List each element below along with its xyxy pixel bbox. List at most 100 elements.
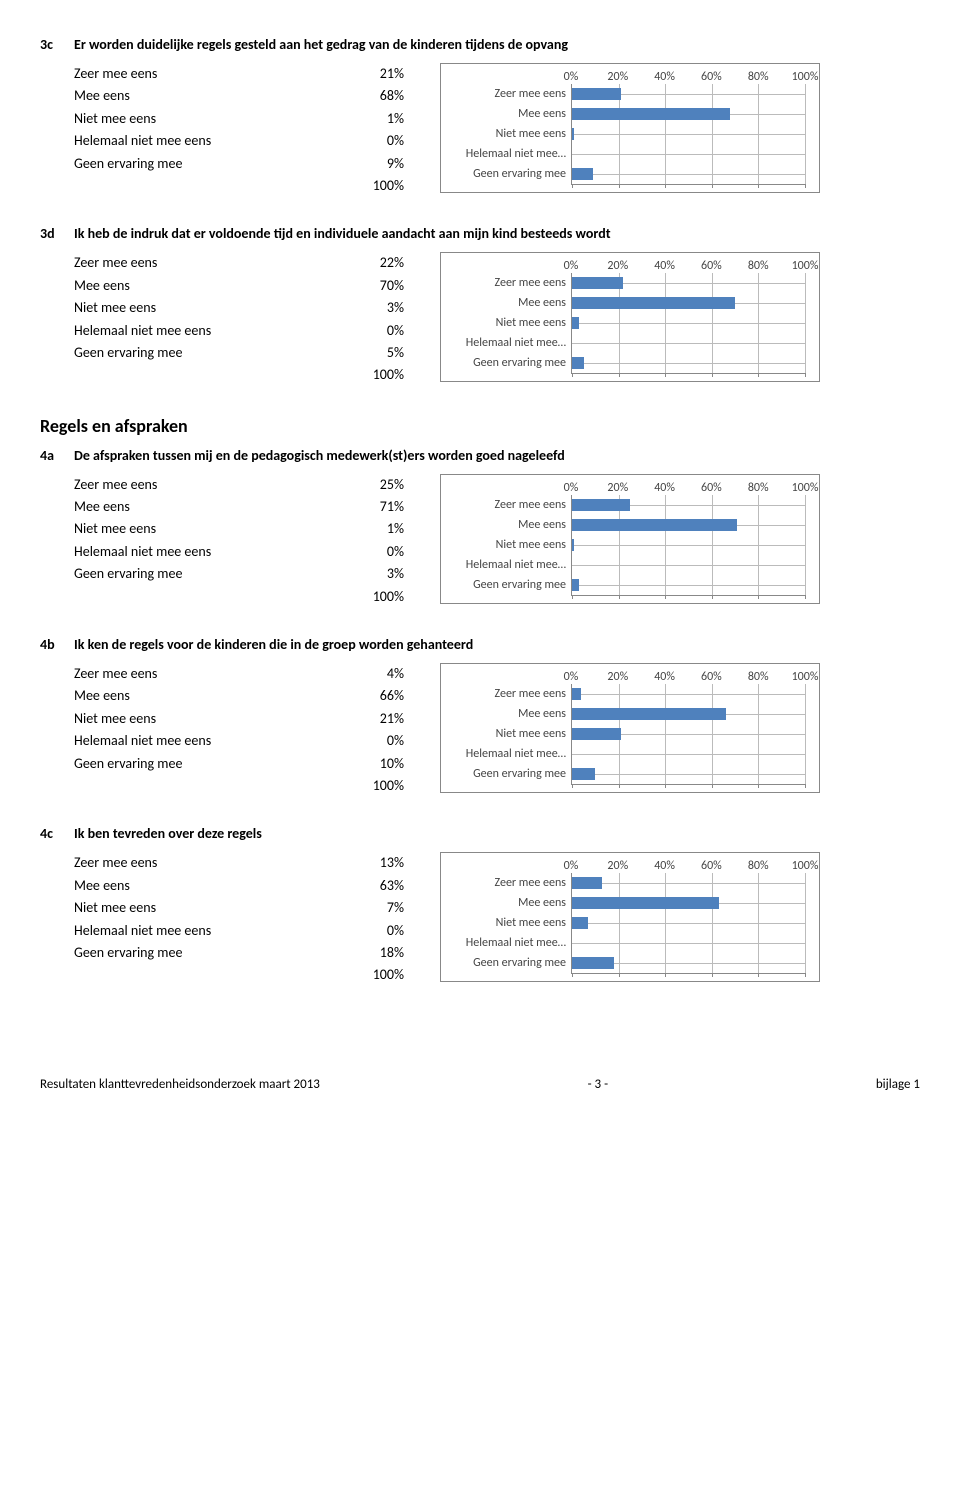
question-block: Zeer mee eens25%Mee eens71%Niet mee eens…	[74, 474, 920, 608]
row-label: Zeer mee eens	[74, 252, 157, 274]
bar-row: Helemaal niet mee…	[572, 333, 805, 353]
bar	[572, 357, 584, 369]
table-row: Zeer mee eens13%	[74, 852, 404, 874]
bar-chart: 0%20%40%60%80%100%Zeer mee eensMee eensN…	[440, 252, 820, 382]
row-value: 0%	[387, 541, 404, 563]
x-tick-label: 20%	[607, 259, 628, 273]
bar-chart: 0%20%40%60%80%100%Zeer mee eensMee eensN…	[440, 63, 820, 193]
table-row: Helemaal niet mee eens0%	[74, 920, 404, 942]
bar-category-label: Zeer mee eens	[442, 88, 566, 100]
x-tick-label: 40%	[654, 670, 675, 684]
bar	[572, 277, 623, 289]
x-tick-label: 100%	[792, 481, 819, 495]
bar-row: Geen ervaring mee	[572, 764, 805, 784]
total-value: 100%	[373, 586, 404, 608]
x-tick-label: 60%	[701, 670, 722, 684]
plot-area: Zeer mee eensMee eensNiet mee eensHelema…	[571, 873, 805, 974]
bar-row: Geen ervaring mee	[572, 953, 805, 973]
bar-row: Zeer mee eens	[572, 684, 805, 704]
question-title: Ik ken de regels voor de kinderen die in…	[74, 636, 473, 653]
bar-row: Helemaal niet mee…	[572, 555, 805, 575]
total-value: 100%	[373, 964, 404, 986]
x-tick-label: 60%	[701, 70, 722, 84]
bar-row: Helemaal niet mee…	[572, 744, 805, 764]
row-value: 9%	[387, 153, 404, 175]
x-tick-label: 40%	[654, 259, 675, 273]
table-row: Geen ervaring mee10%	[74, 753, 404, 775]
row-label: Niet mee eens	[74, 518, 156, 540]
table-row: Mee eens63%	[74, 875, 404, 897]
question-id: 3d	[40, 225, 60, 242]
bar	[572, 768, 595, 780]
question-title: Ik heb de indruk dat er voldoende tijd e…	[74, 225, 611, 242]
row-label: Helemaal niet mee eens	[74, 320, 211, 342]
question-id: 3c	[40, 36, 60, 53]
x-tick-label: 0%	[564, 859, 579, 873]
row-value: 3%	[387, 563, 404, 585]
row-label: Zeer mee eens	[74, 663, 157, 685]
table-row: Niet mee eens1%	[74, 518, 404, 540]
table-row: Niet mee eens1%	[74, 108, 404, 130]
bar	[572, 297, 735, 309]
row-label: Zeer mee eens	[74, 852, 157, 874]
x-tick-label: 80%	[748, 70, 769, 84]
table-row: Zeer mee eens21%	[74, 63, 404, 85]
x-tick-label: 80%	[748, 481, 769, 495]
bar	[572, 877, 602, 889]
bar-chart: 0%20%40%60%80%100%Zeer mee eensMee eensN…	[440, 852, 820, 982]
bar	[572, 708, 726, 720]
row-value: 5%	[387, 342, 404, 364]
question-heading: 4cIk ben tevreden over deze regels	[40, 825, 920, 842]
bar-row: Niet mee eens	[572, 913, 805, 933]
table-row: Geen ervaring mee9%	[74, 153, 404, 175]
x-tick-label: 20%	[607, 70, 628, 84]
data-table: Zeer mee eens4%Mee eens66%Niet mee eens2…	[74, 663, 404, 797]
x-tick-label: 80%	[748, 259, 769, 273]
question-heading: 3cEr worden duidelijke regels gesteld aa…	[40, 36, 920, 53]
footer-left: Resultaten klanttevredenheidsonderzoek m…	[40, 1077, 320, 1092]
bar-row: Zeer mee eens	[572, 495, 805, 515]
row-value: 10%	[380, 753, 404, 775]
bar-row: Helemaal niet mee…	[572, 144, 805, 164]
x-tick-label: 60%	[701, 259, 722, 273]
bar-row: Niet mee eens	[572, 313, 805, 333]
bar-category-label: Geen ervaring mee	[442, 579, 566, 591]
bar-row: Niet mee eens	[572, 124, 805, 144]
bar	[572, 88, 621, 100]
bar-category-label: Zeer mee eens	[442, 688, 566, 700]
row-value: 0%	[387, 920, 404, 942]
row-value: 3%	[387, 297, 404, 319]
bar-category-label: Helemaal niet mee…	[442, 748, 566, 760]
table-row: Mee eens70%	[74, 275, 404, 297]
bar-category-label: Helemaal niet mee…	[442, 937, 566, 949]
page-footer: Resultaten klanttevredenheidsonderzoek m…	[40, 1077, 920, 1092]
x-tick-label: 100%	[792, 859, 819, 873]
row-value: 0%	[387, 320, 404, 342]
total-value: 100%	[373, 175, 404, 197]
bar-row: Niet mee eens	[572, 535, 805, 555]
table-row: Mee eens71%	[74, 496, 404, 518]
question-title: De afspraken tussen mij en de pedagogisc…	[74, 447, 565, 464]
question-block: Zeer mee eens4%Mee eens66%Niet mee eens2…	[74, 663, 920, 797]
bar-category-label: Zeer mee eens	[442, 499, 566, 511]
x-tick-label: 0%	[564, 481, 579, 495]
row-label: Niet mee eens	[74, 108, 156, 130]
bar-category-label: Geen ervaring mee	[442, 957, 566, 969]
bar	[572, 728, 621, 740]
row-label: Mee eens	[74, 496, 130, 518]
bar-row: Helemaal niet mee…	[572, 933, 805, 953]
row-label: Mee eens	[74, 685, 130, 707]
x-tick-label: 80%	[748, 859, 769, 873]
row-label: Mee eens	[74, 875, 130, 897]
bar	[572, 317, 579, 329]
bar	[572, 897, 719, 909]
x-tick-label: 60%	[701, 481, 722, 495]
data-table: Zeer mee eens21%Mee eens68%Niet mee eens…	[74, 63, 404, 197]
table-row: Helemaal niet mee eens 0%	[74, 541, 404, 563]
row-label: Helemaal niet mee eens	[74, 541, 211, 563]
bar-row: Mee eens	[572, 104, 805, 124]
row-value: 25%	[380, 474, 404, 496]
question-heading: 3d Ik heb de indruk dat er voldoende tijd…	[40, 225, 920, 242]
bar-category-label: Niet mee eens	[442, 917, 566, 929]
table-row: Mee eens66%	[74, 685, 404, 707]
